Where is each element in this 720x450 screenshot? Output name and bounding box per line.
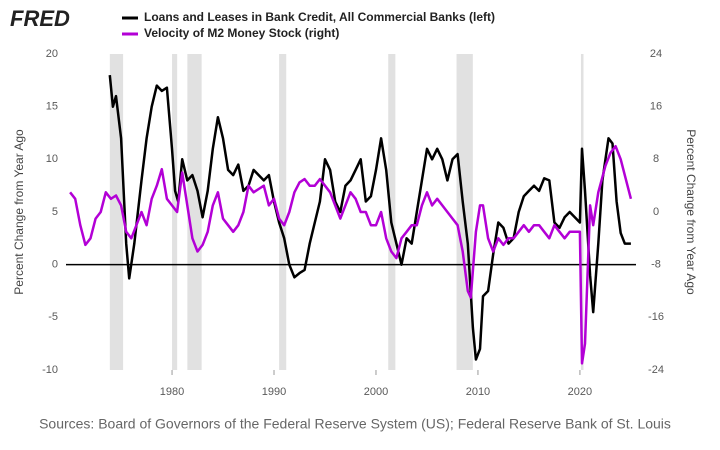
recession-band	[279, 54, 287, 370]
y2-tick-label: 0	[653, 206, 659, 218]
recession-band	[172, 54, 178, 370]
y-axis-label: Percent Change from Year Ago	[12, 129, 26, 295]
y-tick-label: 15	[46, 101, 58, 113]
x-tick-label: 2000	[364, 386, 388, 398]
y2-tick-label: -16	[648, 311, 664, 323]
series-line	[108, 74, 631, 361]
y2-tick-label: 16	[650, 101, 662, 113]
legend-label: Loans and Leases in Bank Credit, All Com…	[144, 10, 495, 24]
source: Sources: Board of Governors of the Feder…	[39, 416, 671, 432]
x-tick-label: 2010	[466, 386, 490, 398]
y2-tick-label: -24	[648, 364, 664, 376]
legend-label: Velocity of M2 Money Stock (right)	[144, 26, 339, 40]
x-tick-label: 2020	[568, 386, 592, 398]
y2-tick-label: 8	[653, 153, 659, 165]
y-tick-label: 0	[52, 259, 58, 271]
y-tick-label: 20	[46, 48, 58, 60]
y2-tick-label: 24	[650, 48, 662, 60]
y2-axis-label: Percent Change from Year Ago	[684, 129, 698, 295]
x-tick-label: 1980	[160, 386, 184, 398]
y2-tick-label: -8	[651, 259, 661, 271]
y-tick-label: 5	[52, 206, 58, 218]
recession-band	[388, 54, 396, 370]
logo: FRED	[10, 6, 70, 31]
x-tick-label: 1990	[262, 386, 286, 398]
plot-area	[66, 54, 636, 370]
series-line	[69, 144, 633, 365]
recession-band	[187, 54, 202, 370]
y-tick-label: -10	[42, 364, 58, 376]
y-tick-label: 10	[46, 153, 58, 165]
y-tick-label: -5	[48, 311, 58, 323]
recession-band	[580, 54, 584, 370]
